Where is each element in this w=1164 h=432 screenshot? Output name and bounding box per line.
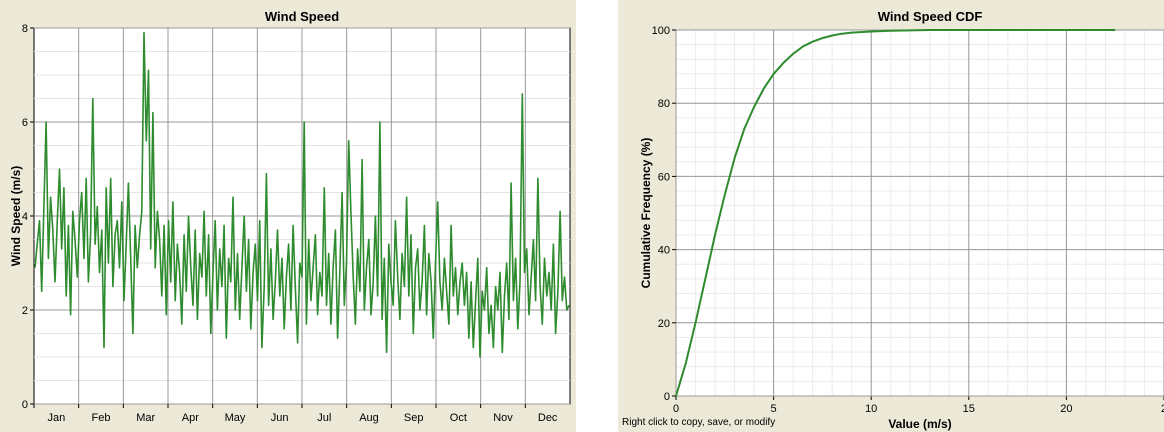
y-tick-label: 40: [658, 245, 670, 257]
y-tick-label: 20: [658, 318, 670, 330]
x-tick-label: Dec: [538, 412, 558, 424]
x-tick-label: 2: [1161, 403, 1164, 415]
wind-speed-chart-panel[interactable]: Wind Speed 0 2 4 6 8 Jan Feb Mar Apr May Jun Jul Aug S…: [0, 0, 576, 432]
wind-speed-chart: Wind Speed 0 2 4 6 8 Jan Feb Mar Apr May Jun Jul Aug S…: [9, 9, 571, 424]
wind-speed-cdf-chart: Wind Speed CDF051015202020406080100Value…: [622, 9, 1164, 431]
series-line: [675, 29, 1116, 397]
x-axis-label: Value (m/s): [888, 417, 951, 431]
x-tick-label: Mar: [136, 412, 155, 424]
y-tick-label: 0: [22, 399, 28, 411]
y-tick-label: 8: [22, 23, 28, 35]
y-tick-label: 4: [22, 211, 28, 223]
x-tick-label: 10: [865, 403, 877, 415]
x-tick-label: Aug: [359, 412, 379, 424]
x-tick-label: Jan: [47, 412, 65, 424]
y-axis-label: Wind Speed (m/s): [9, 166, 23, 267]
series-line: [34, 31, 570, 358]
x-tick-label: Nov: [493, 412, 513, 424]
context-hint: Right click to copy, save, or modify: [622, 417, 775, 428]
chart-title: Wind Speed: [265, 9, 339, 24]
x-tick-label: 20: [1060, 403, 1072, 415]
y-tick-label: 2: [22, 305, 28, 317]
x-tick-label: Apr: [182, 412, 199, 424]
y-axis-label: Cumulative Frequency (%): [639, 138, 653, 289]
plot-area: [675, 29, 1164, 397]
x-tick-label: May: [225, 412, 246, 424]
wind-speed-cdf-chart-panel[interactable]: Wind Speed CDF051015202020406080100Value…: [618, 0, 1164, 432]
x-tick-label: 5: [771, 403, 777, 415]
y-tick-label: 80: [658, 98, 670, 110]
y-tick-label: 6: [22, 117, 28, 129]
chart-title: Wind Speed CDF: [878, 9, 983, 24]
x-tick-label: Sep: [404, 412, 424, 424]
x-tick-label: 15: [963, 403, 975, 415]
y-tick-label: 0: [664, 391, 670, 403]
x-tick-label: 0: [673, 403, 679, 415]
y-tick-label: 60: [658, 171, 670, 183]
x-tick-label: Feb: [92, 412, 111, 424]
y-tick-label: 100: [652, 25, 670, 37]
x-tick-label: Jun: [271, 412, 289, 424]
x-tick-label: Jul: [317, 412, 331, 424]
x-tick-label: Oct: [450, 412, 467, 424]
